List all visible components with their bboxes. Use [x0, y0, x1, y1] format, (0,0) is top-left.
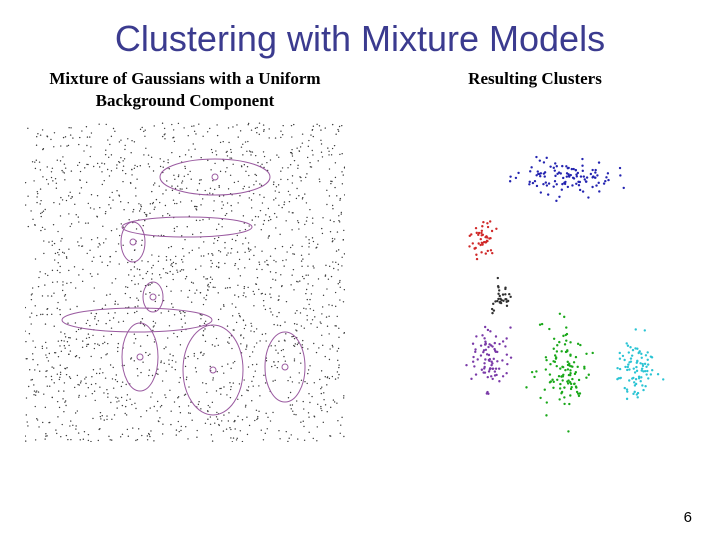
- content-row: Mixture of Gaussians with a Uniform Back…: [0, 68, 720, 442]
- right-panel-title: Resulting Clusters: [468, 68, 602, 114]
- right-chart: [375, 122, 695, 442]
- slide-title: Clustering with Mixture Models: [0, 0, 720, 68]
- left-panel-title: Mixture of Gaussians with a Uniform Back…: [20, 68, 350, 114]
- left-panel: Mixture of Gaussians with a Uniform Back…: [20, 68, 350, 442]
- page-number: 6: [684, 509, 692, 526]
- left-chart: [25, 122, 345, 442]
- right-panel: Resulting Clusters: [370, 68, 700, 442]
